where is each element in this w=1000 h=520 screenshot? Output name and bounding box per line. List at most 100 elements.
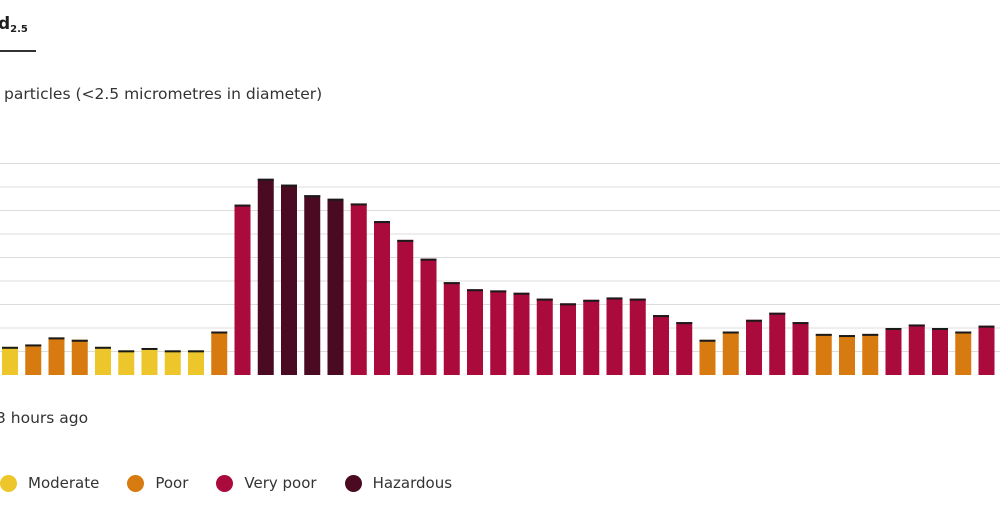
bar-cap	[48, 337, 65, 340]
bar[interactable]	[560, 303, 576, 375]
bar[interactable]	[420, 258, 437, 375]
bar-cap	[606, 297, 623, 300]
bar[interactable]	[257, 178, 274, 375]
chart-subtitle: particles (<2.5 micrometres in diameter)	[4, 85, 323, 103]
bar-cap	[211, 331, 228, 334]
bar[interactable]	[792, 322, 809, 375]
bar[interactable]	[188, 350, 204, 375]
bar-cap	[490, 290, 507, 293]
bar-cap	[95, 346, 111, 349]
bar-cap	[25, 344, 42, 347]
bar[interactable]	[164, 350, 181, 375]
bar[interactable]	[699, 339, 716, 375]
bar-cap	[304, 195, 321, 198]
bar-cap	[792, 322, 809, 325]
active-tab-underline	[0, 50, 36, 52]
bar-cap	[374, 221, 390, 224]
bar-cap	[71, 339, 88, 342]
bar[interactable]	[467, 289, 483, 375]
bar-cap	[862, 333, 879, 336]
bar[interactable]	[932, 328, 948, 375]
bar[interactable]	[304, 195, 321, 375]
bar-cap	[350, 203, 367, 206]
bar-cap	[653, 315, 669, 318]
bar[interactable]	[374, 221, 390, 375]
bar[interactable]	[234, 204, 251, 375]
bar-cap	[560, 303, 576, 306]
legend-swatch-hazardous	[344, 474, 362, 492]
bar[interactable]	[722, 331, 739, 375]
bar[interactable]	[885, 328, 902, 375]
bar[interactable]	[536, 298, 553, 375]
bar-cap	[955, 331, 972, 334]
bar[interactable]	[629, 298, 646, 375]
legend-item-very-poor: Very poor	[216, 474, 317, 492]
legend-label-hazardous: Hazardous	[372, 474, 453, 492]
bar[interactable]	[908, 324, 925, 375]
pm25-tab-label: d	[0, 14, 11, 34]
bar-cap	[188, 350, 204, 353]
bar-cap	[932, 328, 948, 330]
bar[interactable]	[815, 333, 832, 375]
bar-cap	[722, 331, 739, 334]
bar-cap	[769, 312, 786, 315]
bar[interactable]	[955, 331, 972, 375]
bar-cap	[397, 239, 414, 242]
bar[interactable]	[25, 344, 42, 375]
bar[interactable]	[606, 297, 623, 375]
bar[interactable]	[513, 292, 530, 375]
bar-cap	[513, 292, 530, 295]
bar-cap	[908, 324, 925, 327]
bar-cap	[234, 204, 251, 207]
legend-label-moderate: Moderate	[28, 474, 100, 492]
bar-cap	[327, 198, 344, 201]
bar[interactable]	[48, 337, 65, 375]
bar[interactable]	[583, 299, 600, 375]
bar[interactable]	[839, 335, 855, 375]
bar[interactable]	[397, 239, 414, 375]
bar[interactable]	[862, 333, 879, 375]
legend: Moderate Poor Very poor Hazardous	[0, 470, 480, 496]
legend-swatch-poor	[127, 474, 145, 492]
bar[interactable]	[118, 350, 135, 375]
pm25-tab-subscript: 2.5	[10, 24, 28, 35]
legend-item-moderate: Moderate	[0, 474, 99, 492]
bar[interactable]	[95, 346, 111, 375]
bar[interactable]	[281, 184, 297, 375]
legend-item-hazardous: Hazardous	[344, 474, 453, 492]
bar-cap	[583, 299, 600, 302]
bar[interactable]	[653, 315, 669, 375]
bar[interactable]	[2, 346, 18, 375]
bar-cap	[839, 335, 855, 338]
pm25-tab[interactable]: d2.5	[0, 14, 28, 35]
bar-cap	[281, 184, 297, 187]
bar-cap	[118, 350, 135, 353]
bar-cap	[699, 339, 716, 342]
bar-cap	[164, 350, 181, 353]
bar-cap	[2, 346, 18, 349]
bar-cap	[420, 258, 437, 261]
bar[interactable]	[211, 331, 228, 375]
bar-cap	[443, 282, 460, 285]
x-axis-caption: 3 hours ago	[0, 409, 89, 427]
legend-swatch-very-poor	[216, 474, 234, 492]
bar[interactable]	[676, 322, 693, 375]
gridlines	[0, 163, 1000, 352]
bar-cap	[978, 325, 995, 328]
legend-swatch-moderate	[0, 474, 17, 492]
bar[interactable]	[490, 290, 507, 375]
bar[interactable]	[443, 282, 460, 375]
bar[interactable]	[141, 347, 158, 375]
bar-cap	[815, 333, 832, 336]
bar-cap	[676, 322, 693, 325]
bar-cap	[536, 298, 553, 301]
bar[interactable]	[350, 203, 367, 375]
bar[interactable]	[978, 325, 995, 375]
bar-cap	[257, 178, 274, 181]
bar[interactable]	[746, 319, 762, 375]
bar[interactable]	[769, 312, 786, 375]
bar[interactable]	[71, 339, 88, 375]
bar-cap	[629, 298, 646, 301]
legend-label-poor: Poor	[155, 474, 189, 492]
bar[interactable]	[327, 198, 344, 375]
